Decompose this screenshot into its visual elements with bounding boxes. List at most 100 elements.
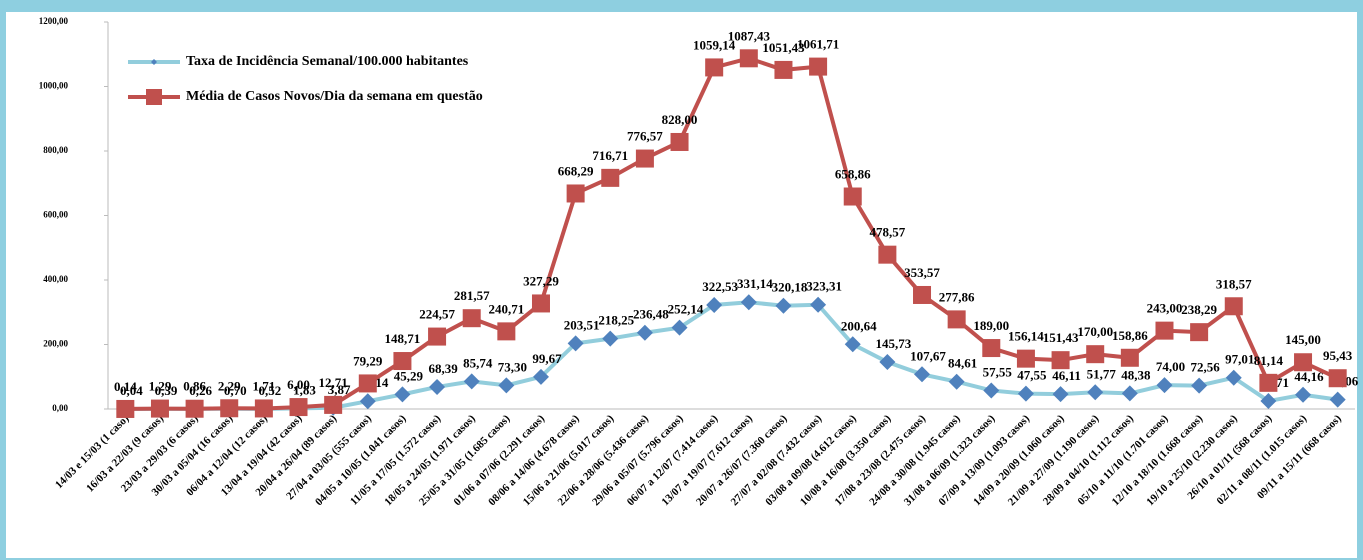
marker — [983, 382, 1000, 399]
marker — [809, 57, 828, 76]
marker — [740, 294, 757, 311]
y-tick-label: 1200,00 — [39, 16, 69, 26]
y-tick-label: 1000,00 — [39, 81, 69, 91]
data-label: 331,14 — [737, 276, 773, 291]
marker — [1224, 297, 1243, 316]
marker — [1260, 393, 1277, 410]
marker — [1225, 369, 1242, 386]
marker — [566, 184, 585, 203]
data-label: 0,14 — [114, 379, 137, 394]
marker — [429, 378, 446, 395]
data-label: 57,55 — [983, 364, 1013, 379]
data-label: 327,29 — [523, 273, 559, 288]
marker — [982, 339, 1001, 358]
marker — [1155, 321, 1174, 340]
marker — [1121, 385, 1138, 402]
marker — [1190, 323, 1209, 342]
marker — [531, 294, 550, 313]
data-label: 318,57 — [1216, 276, 1252, 291]
marker — [947, 310, 966, 329]
marker — [462, 309, 481, 328]
y-tick-label: 800,00 — [43, 145, 68, 155]
marker — [497, 322, 516, 341]
marker — [463, 373, 480, 390]
chart-area — [6, 12, 1357, 558]
y-tick-label: 200,00 — [43, 339, 68, 349]
marker — [1120, 348, 1139, 367]
data-label: 84,61 — [948, 356, 977, 371]
marker — [1051, 351, 1070, 370]
data-label: 828,00 — [662, 112, 698, 127]
marker — [289, 398, 308, 417]
marker — [913, 285, 932, 304]
data-label: 145,73 — [876, 336, 912, 351]
marker — [602, 330, 619, 347]
data-label: 145,00 — [1285, 332, 1321, 347]
data-label: 2,29 — [218, 378, 241, 393]
legend-label: Média de Casos Novos/Dia da semana em qu… — [186, 89, 483, 104]
data-label: 281,57 — [454, 288, 490, 303]
data-label: 151,43 — [1043, 330, 1079, 345]
data-label: 3,87 — [328, 382, 351, 397]
marker — [1052, 386, 1069, 403]
marker — [1156, 377, 1173, 394]
marker — [220, 399, 239, 418]
marker — [705, 58, 724, 77]
y-tick-label: 0,00 — [52, 403, 68, 413]
marker — [844, 336, 861, 353]
marker — [358, 374, 377, 393]
data-label: 189,00 — [973, 318, 1009, 333]
data-label: 203,51 — [564, 317, 600, 332]
data-label: 0,70 — [224, 383, 247, 398]
marker — [774, 60, 793, 79]
marker — [394, 386, 411, 403]
data-label: 1,29 — [149, 379, 172, 394]
marker — [739, 49, 758, 68]
data-label: 6,00 — [287, 377, 310, 392]
marker — [532, 368, 549, 385]
marker — [567, 335, 584, 352]
marker — [498, 377, 515, 394]
data-label: 320,18 — [772, 280, 808, 295]
data-label: 240,71 — [488, 301, 524, 316]
marker — [1191, 377, 1208, 394]
data-label: 236,48 — [633, 307, 669, 322]
data-label: 776,57 — [627, 129, 663, 144]
data-label: 156,14 — [1008, 329, 1044, 344]
legend-label: Taxa de Incidência Semanal/100.000 habit… — [186, 54, 469, 69]
data-label: 45,29 — [394, 368, 424, 383]
y-tick-label: 600,00 — [43, 210, 68, 220]
marker — [150, 399, 169, 418]
data-label: 81,14 — [1254, 353, 1284, 368]
marker — [185, 399, 204, 418]
data-label: 668,29 — [558, 163, 594, 178]
data-label: 74,00 — [1156, 359, 1185, 374]
marker — [1086, 345, 1105, 364]
data-label: 0,52 — [259, 383, 282, 398]
data-label: 218,25 — [598, 313, 634, 328]
data-label: 85,74 — [463, 355, 493, 370]
data-label: 97,01 — [1225, 352, 1254, 367]
marker — [810, 296, 827, 313]
data-label: 323,31 — [806, 279, 842, 294]
data-label: 12,71 — [319, 375, 348, 390]
marker — [1328, 369, 1347, 388]
data-label: 0,26 — [189, 383, 212, 398]
data-label: 1059,14 — [693, 37, 736, 52]
marker — [359, 393, 376, 410]
marker — [254, 399, 273, 418]
data-label: 95,43 — [1323, 348, 1353, 363]
data-label: 243,00 — [1147, 301, 1183, 316]
marker — [116, 399, 135, 418]
marker — [1294, 353, 1313, 372]
marker — [1259, 373, 1278, 392]
marker — [393, 352, 412, 371]
data-label: 48,38 — [1121, 367, 1151, 382]
marker — [428, 327, 447, 346]
marker — [914, 366, 931, 383]
marker — [670, 132, 689, 151]
data-label: 478,57 — [870, 225, 906, 240]
data-label: 238,29 — [1181, 302, 1217, 317]
data-label: 68,39 — [428, 361, 458, 376]
